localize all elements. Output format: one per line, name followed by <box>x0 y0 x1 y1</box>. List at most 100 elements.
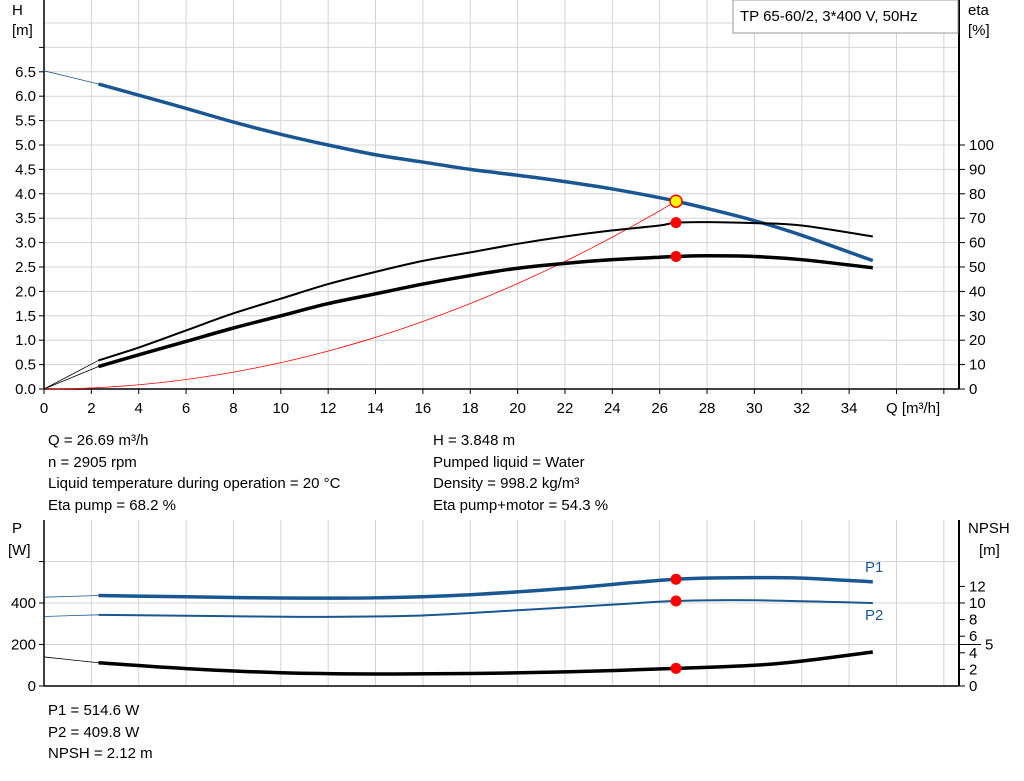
info-liquid: Pumped liquid = Water <box>433 453 585 471</box>
info-p2: P2 = 409.8 W <box>48 723 140 741</box>
q-axis-label: Q [m³/h] <box>886 400 940 417</box>
eta-tick-label: 100 <box>969 137 994 154</box>
top-grid <box>44 0 959 389</box>
title-box: TP 65-60/2, 3*400 V, 50Hz <box>732 0 959 34</box>
h-tick-label: 2.0 <box>15 283 36 300</box>
eta-axis-unit: [%] <box>968 22 990 39</box>
bottom-grid <box>44 520 959 686</box>
info-eta-pump: Eta pump = 68.2 % <box>48 496 176 514</box>
duty-info-right: H = 3.848 m Pumped liquid = Water Densit… <box>433 430 608 516</box>
eta-axis-label: eta <box>968 2 990 19</box>
h-tick-label: 3.5 <box>15 210 36 227</box>
x-tick-label: 30 <box>746 400 763 417</box>
eta-tick-label: 20 <box>969 332 986 349</box>
p2-curve <box>98 599 873 618</box>
p2-curve-extrapolated <box>43 614 99 617</box>
eta-tick-label: 50 <box>969 259 986 276</box>
npsh-tick-label: 12 <box>969 578 986 595</box>
eta-tick-label: 90 <box>969 161 986 178</box>
p-axis-label: P <box>12 520 22 537</box>
duty-markers <box>669 194 683 674</box>
eta-tick-label: 0 <box>969 381 977 398</box>
x-tick-label: 34 <box>841 400 858 417</box>
x-tick-label: 20 <box>509 400 526 417</box>
info-speed: n = 2905 rpm <box>48 453 137 471</box>
x-tick-label: 0 <box>40 400 48 417</box>
eta-tick-label: 40 <box>969 283 986 300</box>
x-tick-label: 14 <box>367 400 384 417</box>
h-tick-label: 6.5 <box>15 64 36 81</box>
p1-curve <box>98 575 873 600</box>
duty-point-head <box>669 194 683 208</box>
npsh-tick-label: 10 <box>969 595 986 612</box>
info-head: H = 3.848 m <box>433 432 516 449</box>
duty-point-p1 <box>670 573 682 585</box>
npsh-tick-label: 4 <box>969 645 977 662</box>
npsh-curve <box>98 650 874 676</box>
h-tick-label: 3.0 <box>15 235 36 252</box>
x-tick-label: 24 <box>604 400 621 417</box>
p-tick-label: 200 <box>11 637 36 654</box>
p-tick-label: 0 <box>28 678 36 695</box>
eta-pump-curve <box>98 221 873 362</box>
npsh-tick-label: 8 <box>969 612 977 629</box>
h-tick-label: 4.0 <box>15 186 36 203</box>
x-tick-label: 18 <box>462 400 479 417</box>
duty-point-eta-pump-motor <box>670 251 682 263</box>
h-tick-label: 5.5 <box>15 113 36 130</box>
npsh-tick-label: 6 <box>969 628 977 645</box>
x-tick-label: 22 <box>557 400 574 417</box>
p-tick-label: 400 <box>11 595 36 612</box>
eta-tick-label: 60 <box>969 235 986 252</box>
x-tick-label: 26 <box>651 400 668 417</box>
npsh-tick-label: 0 <box>969 678 977 695</box>
npsh-tick-label: 5 <box>985 637 993 654</box>
eta-pump-motor-curve <box>97 254 873 369</box>
head-curve <box>97 82 874 263</box>
system-curve <box>43 200 677 390</box>
info-density: Density = 998.2 kg/m³ <box>433 475 580 492</box>
head-curve-extrapolated <box>43 70 99 85</box>
p1-curve-extrapolated <box>43 595 99 598</box>
curves <box>43 70 874 676</box>
power-info: P1 = 514.6 W P2 = 409.8 W NPSH = 2.12 m <box>48 700 153 765</box>
eta-pump-motor-curve-extrapolated <box>43 366 99 390</box>
duty-point-eta-pump <box>670 217 682 229</box>
x-tick-label: 16 <box>415 400 432 417</box>
x-tick-label: 6 <box>182 400 190 417</box>
x-tick-label: 8 <box>229 400 237 417</box>
eta-tick-label: 80 <box>969 186 986 203</box>
axes <box>39 0 981 687</box>
h-tick-label: 5.0 <box>15 137 36 154</box>
eta-tick-label: 30 <box>969 308 986 325</box>
chart-title: TP 65-60/2, 3*400 V, 50Hz <box>740 8 918 25</box>
h-tick-label: 6.0 <box>15 88 36 105</box>
x-tick-label: 4 <box>135 400 143 417</box>
x-tick-label: 2 <box>87 400 95 417</box>
h-tick-label: 1.5 <box>15 308 36 325</box>
info-npsh: NPSH = 2.12 m <box>48 745 153 762</box>
h-tick-label: 0.0 <box>15 381 36 398</box>
npsh-curve-extrapolated <box>43 656 99 664</box>
npsh-axis-unit: [m] <box>979 542 1000 559</box>
h-tick-label: 1.0 <box>15 332 36 349</box>
h-tick-label: 2.5 <box>15 259 36 276</box>
info-flow: Q = 26.69 m³/h <box>48 432 149 449</box>
npsh-tick-label: 2 <box>969 661 977 678</box>
duty-point-p2 <box>670 595 682 607</box>
h-tick-label: 0.5 <box>15 357 36 374</box>
info-p1: P1 = 514.6 W <box>48 702 140 719</box>
h-tick-label: 4.5 <box>15 161 36 178</box>
info-temperature: Liquid temperature during operation = 20… <box>48 475 341 492</box>
p1-series-label: P1 <box>865 559 883 576</box>
info-eta-pump-motor: Eta pump+motor = 54.3 % <box>433 496 609 514</box>
h-axis-unit: [m] <box>12 22 33 39</box>
eta-tick-label: 10 <box>969 357 986 374</box>
eta-tick-label: 70 <box>969 210 986 227</box>
x-tick-label: 32 <box>793 400 810 417</box>
duty-info-left: Q = 26.69 m³/h n = 2905 rpm Liquid tempe… <box>48 430 340 516</box>
h-axis-label: H <box>12 2 23 19</box>
x-tick-label: 10 <box>272 400 289 417</box>
tick-labels: 0 2 4 6 8 10 12 14 16 18 20 22 24 26 28 30 32 340.00.51.0… <box>11 64 994 695</box>
